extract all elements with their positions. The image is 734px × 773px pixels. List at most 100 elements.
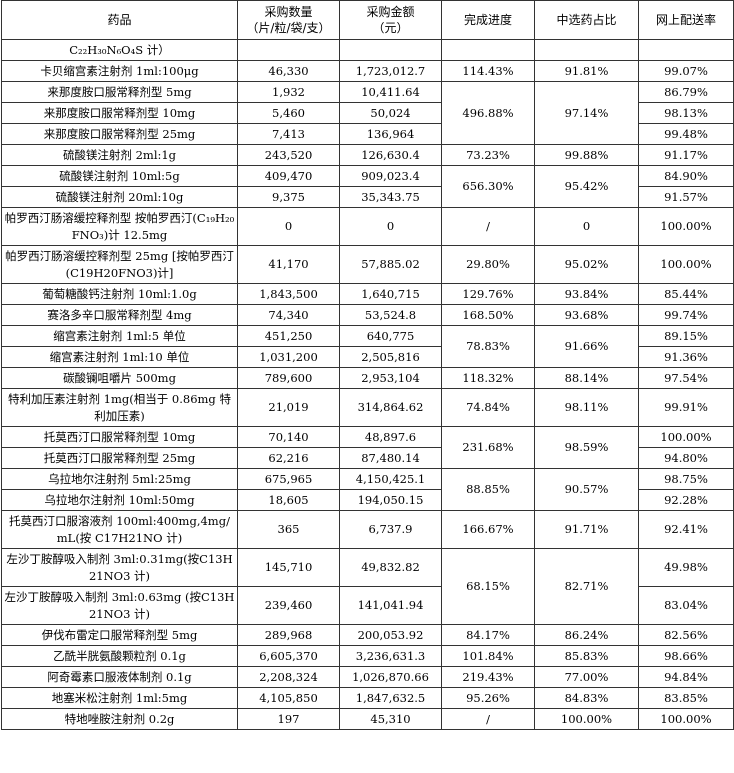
table-row: 来那度胺口服常释剂型 5mg 1,932 10,411.64 496.88% 9… xyxy=(1,81,734,145)
cell-drug: 硫酸镁注射剂 20ml:10g xyxy=(1,186,238,208)
cell-share: 0 xyxy=(534,207,639,246)
table-row: 硫酸镁注射剂 2ml:1g 243,520 126,630.4 73.23% 9… xyxy=(1,144,734,166)
cell-drug: 乌拉地尔注射剂 10ml:50mg xyxy=(1,489,238,511)
table-row: 帕罗西汀肠溶缓控释剂型 25mg [按帕罗西汀(C19H20FNO3)计] 41… xyxy=(1,245,734,284)
cell-rate: 82.56% xyxy=(638,624,734,646)
cell-rate: 91.17% xyxy=(638,144,734,166)
cell-amount: 0 xyxy=(339,207,442,246)
cell-amount: 87,480.14 xyxy=(339,447,442,469)
cell-rate: 92.41% xyxy=(638,510,734,549)
col-header-selected-share: 中选药占比 xyxy=(534,0,639,40)
col-header-delivery-rate: 网上配送率 xyxy=(638,0,734,40)
cell-share: 77.00% xyxy=(534,666,639,688)
cell-progress: 166.67% xyxy=(441,510,535,549)
cell-drug: 托莫西汀口服常释剂型 10mg xyxy=(1,426,238,448)
cell-quantity: 675,965 xyxy=(237,468,340,490)
cell-share: 91.66% xyxy=(534,325,639,368)
cell-amount: 141,041.94 xyxy=(339,586,442,625)
cell-quantity: 70,140 xyxy=(237,426,340,448)
cell-amount: 3,236,631.3 xyxy=(339,645,442,667)
cell-quantity: 0 xyxy=(237,207,340,246)
col-header-quantity: 采购数量 （片/粒/袋/支） xyxy=(237,0,340,40)
cell-amount: 45,310 xyxy=(339,708,442,730)
cell-rate: 84.90% xyxy=(638,165,734,187)
table-row: 阿奇霉素口服液体制剂 0.1g 2,208,324 1,026,870.66 2… xyxy=(1,666,734,688)
cell-progress: 101.84% xyxy=(441,645,535,667)
table-row: 碳酸镧咀嚼片 500mg 789,600 2,953,104 118.32% 8… xyxy=(1,367,734,389)
cell-rate: 49.98% xyxy=(638,548,734,587)
cell-amount: 136,964 xyxy=(339,123,442,145)
cell-drug: 硫酸镁注射剂 10ml:5g xyxy=(1,165,238,187)
cell-share: 100.00% xyxy=(534,708,639,730)
cell-share: 91.81% xyxy=(534,60,639,82)
cell-rate: 100.00% xyxy=(638,708,734,730)
cell-progress xyxy=(441,39,535,61)
table-row: 硫酸镁注射剂 20ml:10g 9,375 35,343.75 91.57% xyxy=(1,186,734,208)
cell-quantity: 197 xyxy=(237,708,340,730)
cell-drug: 地塞米松注射剂 1ml:5mg xyxy=(1,687,238,709)
cell-rate: 98.75% xyxy=(638,468,734,490)
cell-drug: 乙酰半胱氨酸颗粒剂 0.1g xyxy=(1,645,238,667)
cell-share: 82.71% xyxy=(534,548,639,625)
cell-drug: 托莫西汀口服溶液剂 100ml:400mg,4mg/mL(按 C17H21NO … xyxy=(1,510,238,549)
cell-share: 91.71% xyxy=(534,510,639,549)
cell-quantity: 243,520 xyxy=(237,144,340,166)
cell-quantity: 21,019 xyxy=(237,388,340,427)
cell-drug: 特利加压素注射剂 1mg(相当于 0.86mg 特利加压素) xyxy=(1,388,238,427)
cell-progress: 231.68% xyxy=(441,426,535,469)
cell-quantity: 2,208,324 xyxy=(237,666,340,688)
table-row: 缩宫素注射剂 1ml:10 单位 1,031,200 2,505,816 91.… xyxy=(1,346,734,368)
cell-progress: 496.88% xyxy=(441,81,535,145)
cell-progress: 88.85% xyxy=(441,468,535,511)
cell-amount: 194,050.15 xyxy=(339,489,442,511)
cell-progress: 129.76% xyxy=(441,283,535,305)
cell-amount: 6,737.9 xyxy=(339,510,442,549)
cell-amount: 314,864.62 xyxy=(339,388,442,427)
table-header-row: 药品 采购数量 （片/粒/袋/支） 采购金额 （元） 完成进度 中选药占比 网上… xyxy=(1,0,734,40)
cell-amount: 57,885.02 xyxy=(339,245,442,284)
cell-quantity: 41,170 xyxy=(237,245,340,284)
cell-progress: 84.17% xyxy=(441,624,535,646)
cell-rate: 94.80% xyxy=(638,447,734,469)
cell-drug: 缩宫素注射剂 1ml:5 单位 xyxy=(1,325,238,347)
table-row: 葡萄糖酸钙注射剂 10ml:1.0g 1,843,500 1,640,715 1… xyxy=(1,283,734,305)
cell-amount: 909,023.4 xyxy=(339,165,442,187)
table-row: 缩宫素注射剂 1ml:5 单位 451,250 640,775 78.83% 9… xyxy=(1,325,734,368)
table-row: 乌拉地尔注射剂 10ml:50mg 18,605 194,050.15 92.2… xyxy=(1,489,734,511)
cell-drug: 硫酸镁注射剂 2ml:1g xyxy=(1,144,238,166)
cell-share: 85.83% xyxy=(534,645,639,667)
cell-rate: 97.54% xyxy=(638,367,734,389)
cell-quantity: 1,843,500 xyxy=(237,283,340,305)
cell-amount: 35,343.75 xyxy=(339,186,442,208)
cell-progress: 114.43% xyxy=(441,60,535,82)
table-row: 地塞米松注射剂 1ml:5mg 4,105,850 1,847,632.5 95… xyxy=(1,687,734,709)
cell-share: 88.14% xyxy=(534,367,639,389)
cell-rate: 94.84% xyxy=(638,666,734,688)
cell-progress: 168.50% xyxy=(441,304,535,326)
cell-drug: 左沙丁胺醇吸入制剂 3ml:0.31mg(按C13H21NO3 计) xyxy=(1,548,238,587)
cell-quantity: 9,375 xyxy=(237,186,340,208)
cell-quantity: 451,250 xyxy=(237,325,340,347)
cell-drug: 来那度胺口服常释剂型 25mg xyxy=(1,123,238,145)
cell-rate: 83.04% xyxy=(638,586,734,625)
drug-procurement-table: 药品 采购数量 （片/粒/袋/支） 采购金额 （元） 完成进度 中选药占比 网上… xyxy=(1,0,734,730)
cell-share: 95.02% xyxy=(534,245,639,284)
table-row: 来那度胺口服常释剂型 25mg 7,413 136,964 99.48% xyxy=(1,123,734,145)
cell-quantity: 62,216 xyxy=(237,447,340,469)
cell-share: 93.84% xyxy=(534,283,639,305)
cell-drug: 缩宫素注射剂 1ml:10 单位 xyxy=(1,346,238,368)
cell-rate: 98.66% xyxy=(638,645,734,667)
cell-quantity: 18,605 xyxy=(237,489,340,511)
cell-drug: 伊伐布雷定口服常释剂型 5mg xyxy=(1,624,238,646)
cell-amount: 2,505,816 xyxy=(339,346,442,368)
cell-progress: 29.80% xyxy=(441,245,535,284)
cell-amount: 1,723,012.7 xyxy=(339,60,442,82)
cell-amount: 48,897.6 xyxy=(339,426,442,448)
table-row: 硫酸镁注射剂 10ml:5g 409,470 909,023.4 656.30%… xyxy=(1,165,734,208)
cell-rate: 91.36% xyxy=(638,346,734,368)
cell-quantity: 46,330 xyxy=(237,60,340,82)
cell-share: 84.83% xyxy=(534,687,639,709)
cell-rate: 91.57% xyxy=(638,186,734,208)
cell-amount: 49,832.82 xyxy=(339,548,442,587)
table-row: 托莫西汀口服常释剂型 10mg 70,140 48,897.6 231.68% … xyxy=(1,426,734,469)
